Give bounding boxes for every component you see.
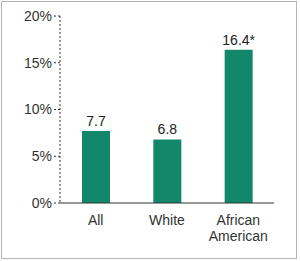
svg-text:15%: 15% — [24, 55, 52, 71]
svg-text:5%: 5% — [32, 148, 52, 164]
svg-text:6.8: 6.8 — [158, 121, 178, 137]
svg-text:AfricanAmerican: AfricanAmerican — [209, 212, 268, 244]
svg-text:White: White — [149, 212, 185, 228]
svg-text:10%: 10% — [24, 101, 52, 117]
svg-text:0%: 0% — [32, 195, 52, 211]
svg-text:All: All — [88, 212, 104, 228]
svg-text:7.7: 7.7 — [86, 113, 106, 129]
svg-text:16.4*: 16.4* — [222, 32, 255, 48]
svg-text:20%: 20% — [24, 8, 52, 24]
